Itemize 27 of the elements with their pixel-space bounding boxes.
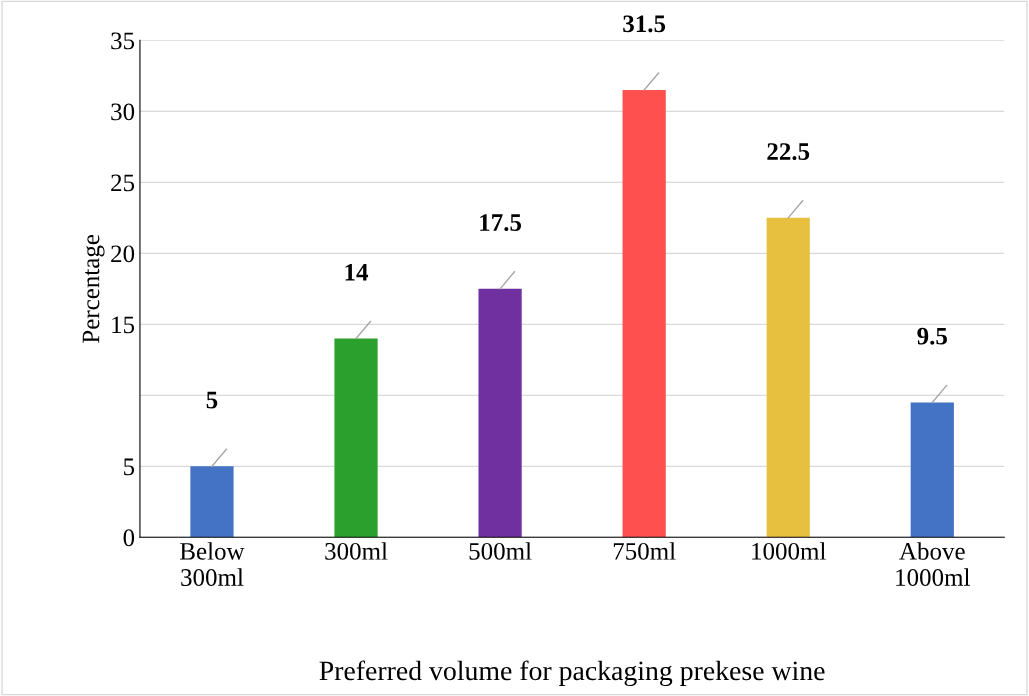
x-tick-label: 500ml — [469, 542, 532, 560]
data-label: 17.5 — [480, 214, 522, 232]
y-tick-label: 20 — [111, 245, 135, 263]
y-tick-label: 30 — [111, 103, 135, 121]
x-tick-label: Above 1000ml — [896, 542, 970, 586]
y-tick-label: 5 — [124, 458, 135, 476]
x-tick-label: Below 300ml — [180, 542, 245, 586]
bar — [478, 288, 522, 538]
data-label: 5 — [206, 391, 218, 409]
bar — [910, 402, 954, 538]
y-tick-label: 15 — [112, 316, 135, 334]
y-tick-label: 35 — [111, 32, 135, 50]
y-axis-title: Percentage — [82, 234, 105, 343]
data-label: 9.5 — [917, 327, 947, 345]
y-tick-label: 0 — [123, 529, 135, 547]
data-label: 22.5 — [767, 143, 810, 161]
bar — [622, 90, 666, 538]
data-label: 31.5 — [623, 15, 666, 33]
x-tick-label: 750ml — [613, 542, 676, 560]
x-axis-title: Preferred volume for packaging prekese wine — [319, 660, 825, 686]
x-tick-label: 1000ml — [752, 542, 826, 560]
bar — [190, 466, 234, 538]
x-tick-label: 300ml — [325, 542, 388, 560]
data-label: 14 — [345, 263, 369, 281]
bar — [766, 217, 810, 538]
y-tick-label: 25 — [111, 174, 135, 192]
bar — [334, 338, 378, 538]
